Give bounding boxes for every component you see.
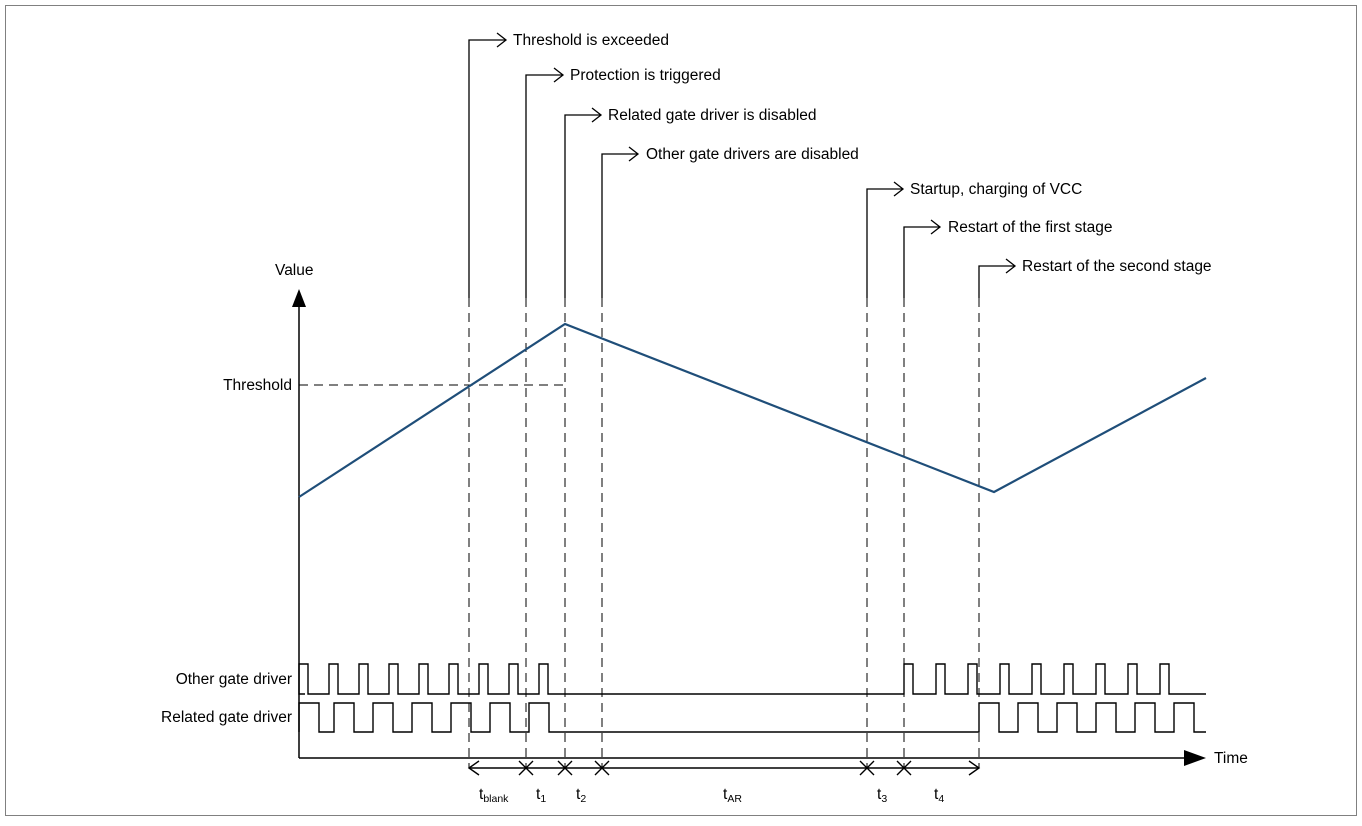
x-axis-arrowhead: [1184, 750, 1206, 766]
t-ar-subscript: AR: [727, 793, 742, 805]
leader-related-driver-disabled: [564, 114, 600, 298]
signal-label-related-gate-driver: Related gate driver: [161, 709, 292, 726]
leader-startup-charging: [866, 188, 902, 298]
interval-cross-2: [557, 760, 573, 776]
threshold-label: Threshold: [223, 377, 292, 394]
t2-subscript: 2: [580, 793, 586, 805]
event-leaders: [468, 32, 1017, 298]
interval-label-t3: t3: [877, 786, 887, 805]
axes: [298, 305, 1185, 759]
t3-base: t: [877, 786, 882, 803]
t1-subscript: 1: [540, 793, 546, 805]
event-label-related-driver-disabled: Related gate driver is disabled: [608, 107, 817, 124]
t1-base: t: [536, 786, 541, 803]
interval-arrow-right: [968, 760, 981, 776]
waveform-other-gate-driver: [298, 663, 1206, 695]
arrowhead-other-drivers-disabled: [628, 146, 640, 162]
leader-protection-triggered: [525, 74, 562, 298]
arrowhead-restart-second-stage: [1005, 258, 1017, 274]
leader-restart-first-stage: [903, 226, 939, 298]
value-curve: [298, 322, 1207, 498]
t-ar-base: t: [723, 786, 728, 803]
diagram-border: [5, 5, 1357, 816]
signal-label-other-gate-driver: Other gate driver: [176, 671, 292, 688]
t-blank-base: t: [479, 786, 484, 803]
x-axis-label: Time: [1214, 750, 1248, 767]
interval-label-t2: t2: [576, 786, 586, 805]
leader-restart-second-stage: [978, 265, 1014, 298]
event-label-protection-triggered: Protection is triggered: [570, 67, 721, 84]
arrowhead-startup-charging: [893, 181, 905, 197]
interval-label-t-blank: tblank: [479, 786, 509, 805]
interval-cross-5: [896, 760, 912, 776]
waveform-related-gate-driver: [298, 702, 1206, 733]
t4-subscript: 4: [938, 793, 944, 805]
event-label-startup-charging: Startup, charging of VCC: [910, 181, 1082, 198]
leader-threshold-exceeded: [468, 39, 505, 298]
t4-base: t: [934, 786, 939, 803]
event-label-restart-first-stage: Restart of the first stage: [948, 219, 1113, 236]
interval-label-t1: t1: [536, 786, 546, 805]
t-blank-subscript: blank: [483, 793, 509, 805]
arrowhead-protection-triggered: [553, 67, 565, 83]
interval-arrow-left: [467, 760, 480, 776]
leader-other-drivers-disabled: [601, 153, 637, 298]
event-label-restart-second-stage: Restart of the second stage: [1022, 258, 1212, 275]
interval-cross-3: [594, 760, 610, 776]
t2-base: t: [576, 786, 581, 803]
interval-cross-1: [518, 760, 534, 776]
arrowhead-threshold-exceeded: [496, 32, 508, 48]
interval-label-t-ar: tAR: [723, 786, 742, 805]
y-axis-label: Value: [275, 262, 314, 279]
event-marker-lines: [299, 298, 980, 768]
interval-label-t4: t4: [934, 786, 944, 805]
event-label-threshold-exceeded: Threshold is exceeded: [513, 32, 669, 49]
y-axis-arrowhead: [292, 289, 306, 307]
t3-subscript: 3: [881, 793, 887, 805]
arrowhead-restart-first-stage: [930, 219, 942, 235]
interval-cross-4: [859, 760, 875, 776]
event-label-other-drivers-disabled: Other gate drivers are disabled: [646, 146, 859, 163]
interval-dimension-line: [467, 760, 981, 776]
arrowhead-related-driver-disabled: [591, 107, 603, 123]
